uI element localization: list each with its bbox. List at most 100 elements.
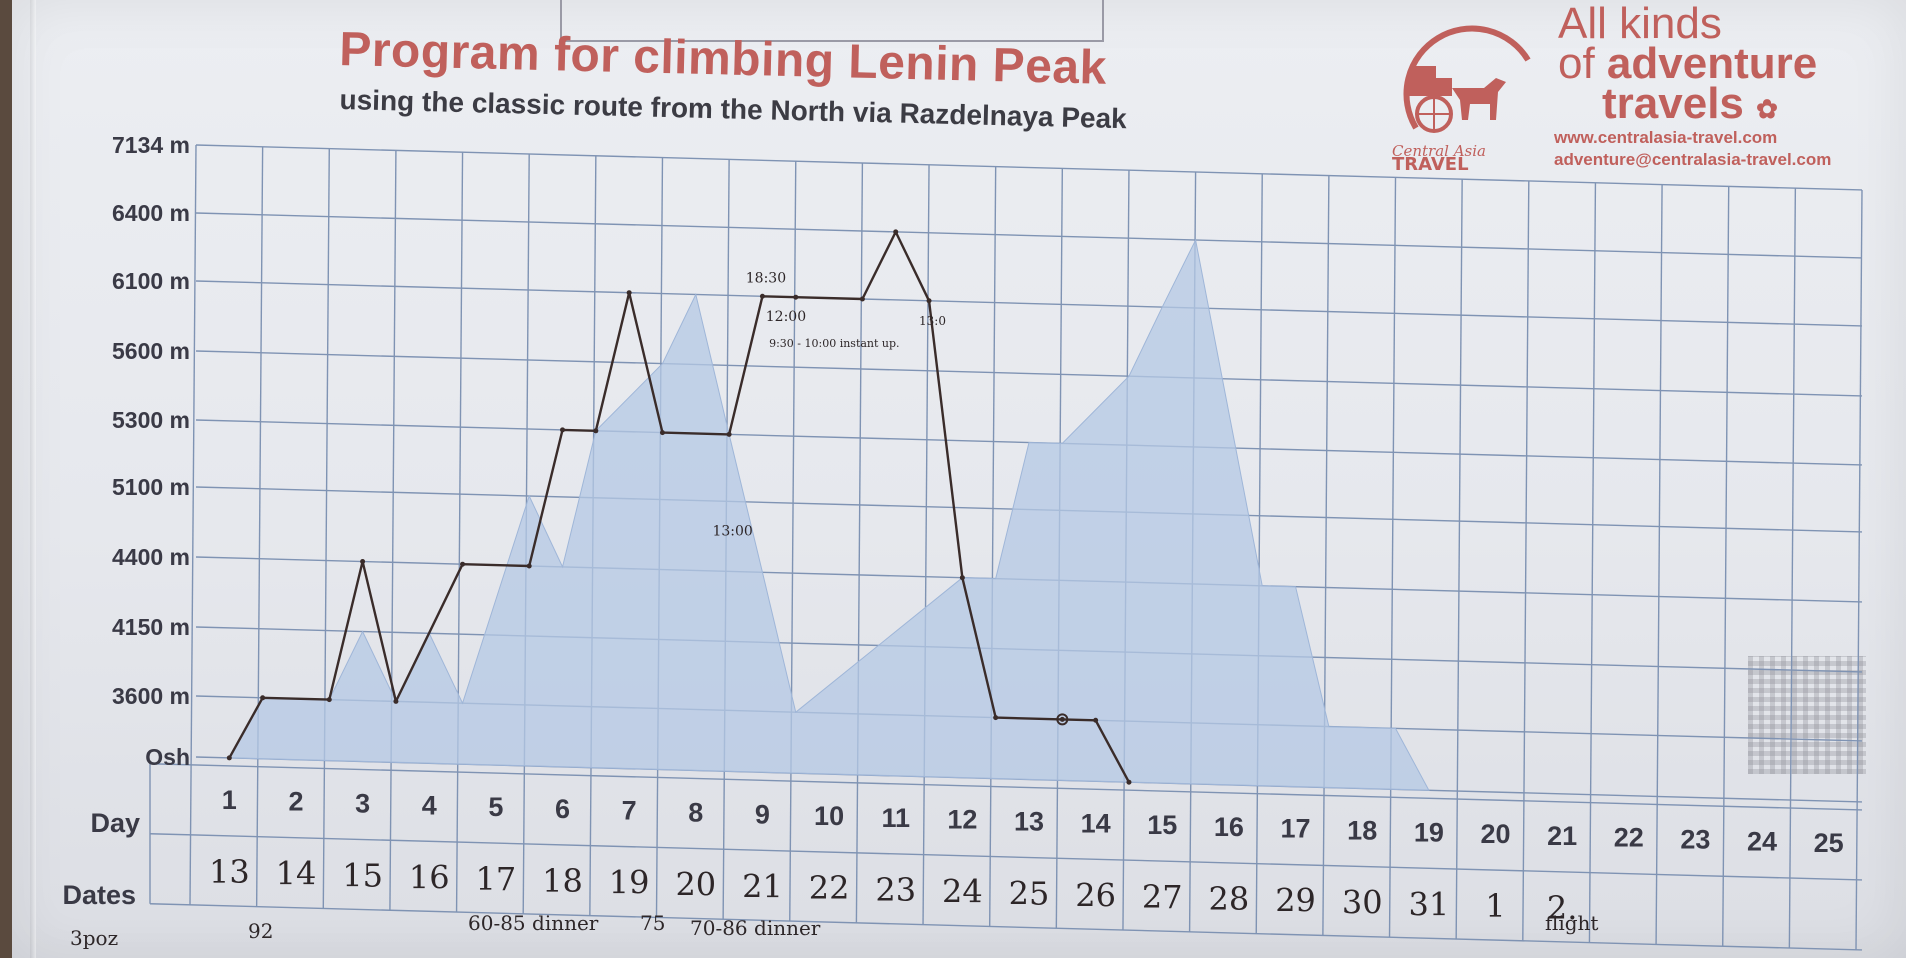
date-label: 31 [1408,885,1449,923]
day-label: 19 [1414,817,1444,847]
day-label: 1 [222,785,237,815]
y-tick-label: 4150 m [112,614,190,640]
grid-vline [455,152,464,913]
plan-point-day-5.5 [560,427,566,433]
date-label: 15 [342,856,383,894]
grid-vline [1655,184,1663,945]
y-axis-labels: Osh 3600 m 4150 m 4400 m 5100 m 5300 m 5600 m 6… [112,132,190,770]
date-label: 23 [875,871,916,909]
day-label: 20 [1480,819,1510,849]
date-label: 27 [1142,878,1183,916]
handwritten-plan-layer [226,229,1132,785]
day-label: 23 [1680,824,1710,854]
day-label: 2 [288,787,303,817]
date-label: 24 [942,873,983,911]
day-label: 25 [1814,828,1844,858]
brand-line-1: All kinds [1558,0,1722,48]
grid-vline [1255,173,1263,934]
brand-website: www.centralasia-travel.com [1554,128,1778,147]
grid-vline [1455,179,1463,940]
day-label: 6 [555,794,570,824]
plan-point-day-2.5 [360,558,366,564]
grid-vline [1788,188,1797,949]
plan-point-day-2 [326,697,332,703]
y-tick-label: 3600 m [112,683,190,709]
plan-point-day-8.5 [759,293,765,299]
day-label: 18 [1347,815,1377,845]
plan-point-day-5 [526,563,532,569]
day-label: 16 [1214,812,1244,842]
grid-vline [1722,186,1730,947]
grid-vline [1322,175,1330,936]
bottom-note: 75 [640,911,665,935]
bottom-note: 60-85 dinner [468,911,599,935]
brand-line-3-text: travels [1602,79,1744,128]
brand-block: All kinds of adventure travels ✿ [1558,0,1878,129]
grid-vline [1522,180,1530,941]
plan-point-day-8 [726,431,732,437]
grid-row-line [149,833,1863,881]
grid-vline [1855,189,1863,950]
grid-hline [195,350,1863,397]
plan-point-day-13 [1059,716,1065,722]
grid-vline [855,162,864,923]
plan-point-day-6 [593,428,599,434]
day-label: 10 [814,801,844,831]
plan-point-day-10 [859,296,865,302]
grid-hline [195,212,1863,259]
y-tick-label: 5300 m [112,407,190,433]
grid-row-line [149,903,1863,951]
date-label: 1 [1485,887,1505,925]
brand-line-3: travels ✿ [1558,82,1878,129]
grid-vline [322,148,330,909]
grid-vline [255,146,264,907]
date-label: 22 [809,869,850,907]
date-label: 28 [1209,880,1250,918]
y-tick-label: 6400 m [112,200,190,226]
plan-point-day-10.5 [893,229,899,235]
plan-point-day-4 [460,561,466,567]
brand-line-2-bold: adventure [1606,39,1818,88]
row-label-day: Day [90,808,140,838]
grid-row-line [149,763,1863,811]
annotation-day10-time: 12:00 [766,309,806,325]
plan-point-day-7 [659,430,665,436]
day-label: 9 [755,799,770,829]
date-label: 16 [409,858,450,896]
printed-altitude-profile [228,238,1430,791]
grid-vline [389,150,397,911]
date-label: 18 [542,862,583,900]
brand-line-2-prefix: of [1558,39,1607,88]
day-label: 24 [1747,826,1777,856]
plan-point-day-11.5 [959,575,965,581]
plan-point-day-3 [393,698,399,704]
date-label: 25 [1009,874,1050,912]
day-label: 4 [422,790,437,820]
logo-text-travel: TRAVEL [1392,154,1469,172]
day-label: 12 [947,805,977,835]
plan-point-day-9 [793,294,799,300]
date-label: 29 [1275,882,1316,920]
day-label: 13 [1014,806,1044,836]
flower-icon: ✿ [1756,94,1778,124]
y-tick-label: 5100 m [112,474,190,500]
dates-row-labels: Dates 13 14 15 16 17 18 19 20 21 22 23 24 25 26 27 28 29 3… [62,853,1577,927]
grid-vline [789,161,797,922]
handwritten-notes: 13:00 18:30 12:00 9:30 - 10:00 instant up. 1… [70,270,1598,950]
day-label: 5 [488,792,503,822]
date-label: 30 [1342,883,1383,921]
grid-vline [189,144,197,906]
plan-point-day-12 [993,715,999,721]
annotation-day10-note: 9:30 - 10:00 instant up. [769,337,899,350]
date-label: 26 [1075,876,1116,914]
carriage-logo-icon: Central Asia TRAVEL [1392,25,1531,172]
y-tick-label: 6100 m [112,268,190,294]
grid-vline [922,164,930,925]
day-label: 11 [881,803,910,833]
day-label: 3 [355,788,370,818]
plan-point-day-6.5 [626,290,632,296]
date-label: 20 [675,865,716,903]
date-label: 17 [476,860,517,898]
